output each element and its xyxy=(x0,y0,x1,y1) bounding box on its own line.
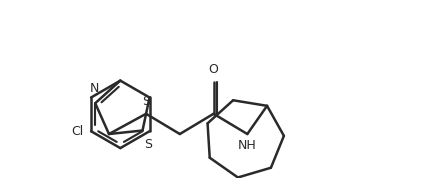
Text: S: S xyxy=(144,138,152,151)
Text: N: N xyxy=(90,82,99,95)
Text: NH: NH xyxy=(238,139,257,152)
Text: S: S xyxy=(142,95,150,108)
Text: Cl: Cl xyxy=(72,125,84,138)
Text: O: O xyxy=(209,63,218,76)
